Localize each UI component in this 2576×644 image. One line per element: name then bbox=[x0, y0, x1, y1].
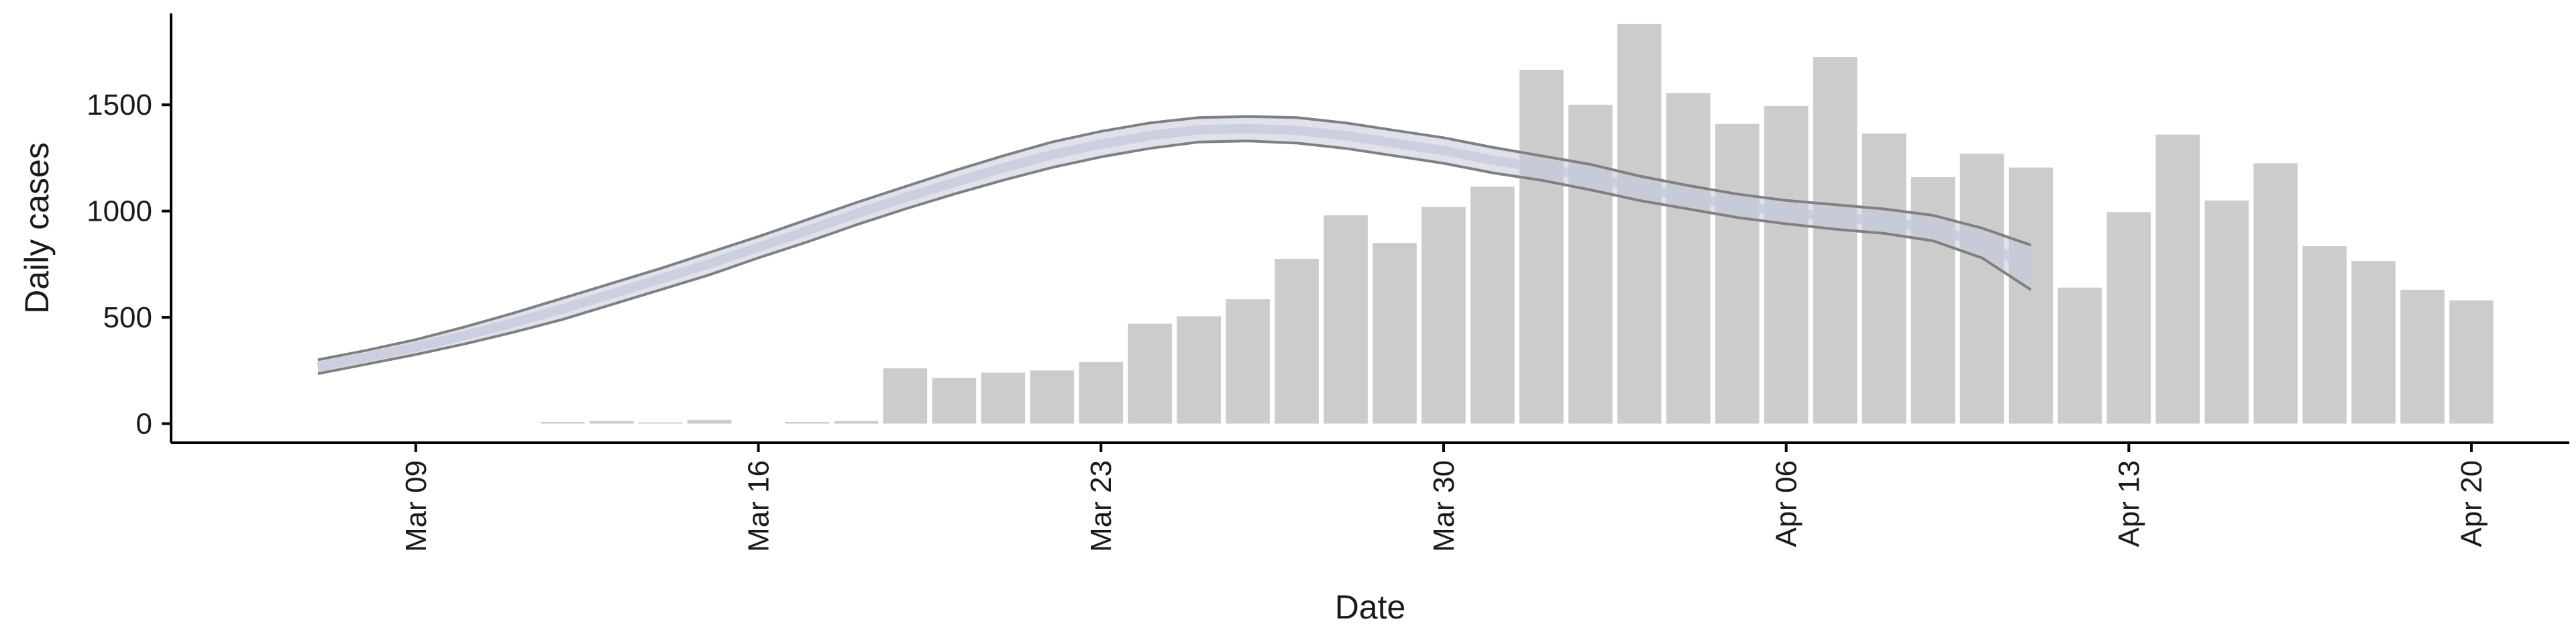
bar-2020-03-14 bbox=[638, 422, 683, 424]
bar-2020-04-19 bbox=[2400, 289, 2445, 424]
bar-2020-04-18 bbox=[2351, 261, 2396, 424]
bar-2020-03-25 bbox=[1177, 316, 1221, 424]
bar-2020-03-28 bbox=[1324, 215, 1368, 424]
x-tick-label: Apr 20 bbox=[2455, 460, 2488, 547]
bar-2020-03-13 bbox=[589, 421, 634, 424]
x-tick-label: Mar 16 bbox=[743, 460, 775, 552]
bar-2020-03-15 bbox=[687, 419, 732, 424]
bar-2020-04-02 bbox=[1568, 105, 1613, 424]
bar-2020-04-11 bbox=[2008, 167, 2053, 424]
bar-2020-04-10 bbox=[1960, 154, 2004, 424]
bar-2020-03-18 bbox=[834, 421, 879, 424]
bar-2020-04-13 bbox=[2106, 212, 2151, 424]
x-tick-label: Mar 09 bbox=[400, 460, 433, 552]
x-axis-title: Date bbox=[1335, 588, 1406, 626]
y-tick-label: 0 bbox=[136, 407, 152, 440]
bar-2020-03-17 bbox=[785, 421, 830, 424]
bar-2020-03-19 bbox=[883, 368, 928, 424]
bar-2020-04-12 bbox=[2057, 287, 2102, 424]
bar-2020-04-14 bbox=[2155, 134, 2200, 424]
bar-2020-03-21 bbox=[981, 372, 1026, 424]
bar-2020-03-20 bbox=[932, 378, 977, 424]
ticks-layer: 0 500 1000 1500 Mar 09 Mar 16 Mar 23 Mar 30 Apr … bbox=[87, 89, 2488, 552]
bars-layer bbox=[540, 23, 2493, 424]
y-tick-label: 1500 bbox=[87, 89, 152, 121]
bar-2020-03-29 bbox=[1373, 243, 1417, 424]
nowcast-upper-line bbox=[317, 115, 2032, 362]
bar-2020-04-05 bbox=[1715, 123, 1760, 424]
x-tick-label: Mar 30 bbox=[1428, 460, 1460, 552]
bar-2020-04-03 bbox=[1617, 23, 1662, 424]
bar-2020-04-06 bbox=[1764, 105, 1809, 424]
bar-2020-03-24 bbox=[1128, 323, 1173, 424]
y-tick-label: 500 bbox=[103, 301, 152, 334]
bar-2020-04-20 bbox=[2449, 300, 2493, 424]
bar-2020-03-23 bbox=[1079, 362, 1124, 424]
bar-2020-04-04 bbox=[1666, 93, 1711, 424]
bar-2020-03-27 bbox=[1275, 258, 1319, 424]
bar-2020-03-12 bbox=[540, 421, 585, 424]
nowcast-band-layer bbox=[317, 115, 2033, 375]
bar-2020-04-01 bbox=[1519, 69, 1564, 424]
bar-2020-04-15 bbox=[2204, 200, 2249, 424]
bar-2020-04-08 bbox=[1862, 133, 1907, 424]
bar-2020-04-17 bbox=[2302, 246, 2347, 424]
y-axis-title: Daily cases bbox=[18, 142, 56, 314]
axes-layer bbox=[170, 13, 2569, 444]
y-tick-label: 1000 bbox=[87, 195, 152, 228]
bar-2020-03-31 bbox=[1470, 186, 1515, 424]
bar-2020-03-26 bbox=[1226, 299, 1270, 424]
x-tick-label: Apr 06 bbox=[1770, 460, 1803, 547]
bar-2020-04-16 bbox=[2253, 163, 2298, 424]
bar-2020-03-30 bbox=[1421, 207, 1466, 424]
bar-2020-04-07 bbox=[1813, 56, 1858, 424]
bar-2020-03-22 bbox=[1030, 370, 1075, 424]
nowcast-lower-line bbox=[317, 140, 2032, 375]
nowcast-median-line bbox=[317, 123, 2033, 372]
x-tick-label: Mar 23 bbox=[1085, 460, 1118, 552]
x-tick-label: Apr 13 bbox=[2112, 460, 2145, 547]
